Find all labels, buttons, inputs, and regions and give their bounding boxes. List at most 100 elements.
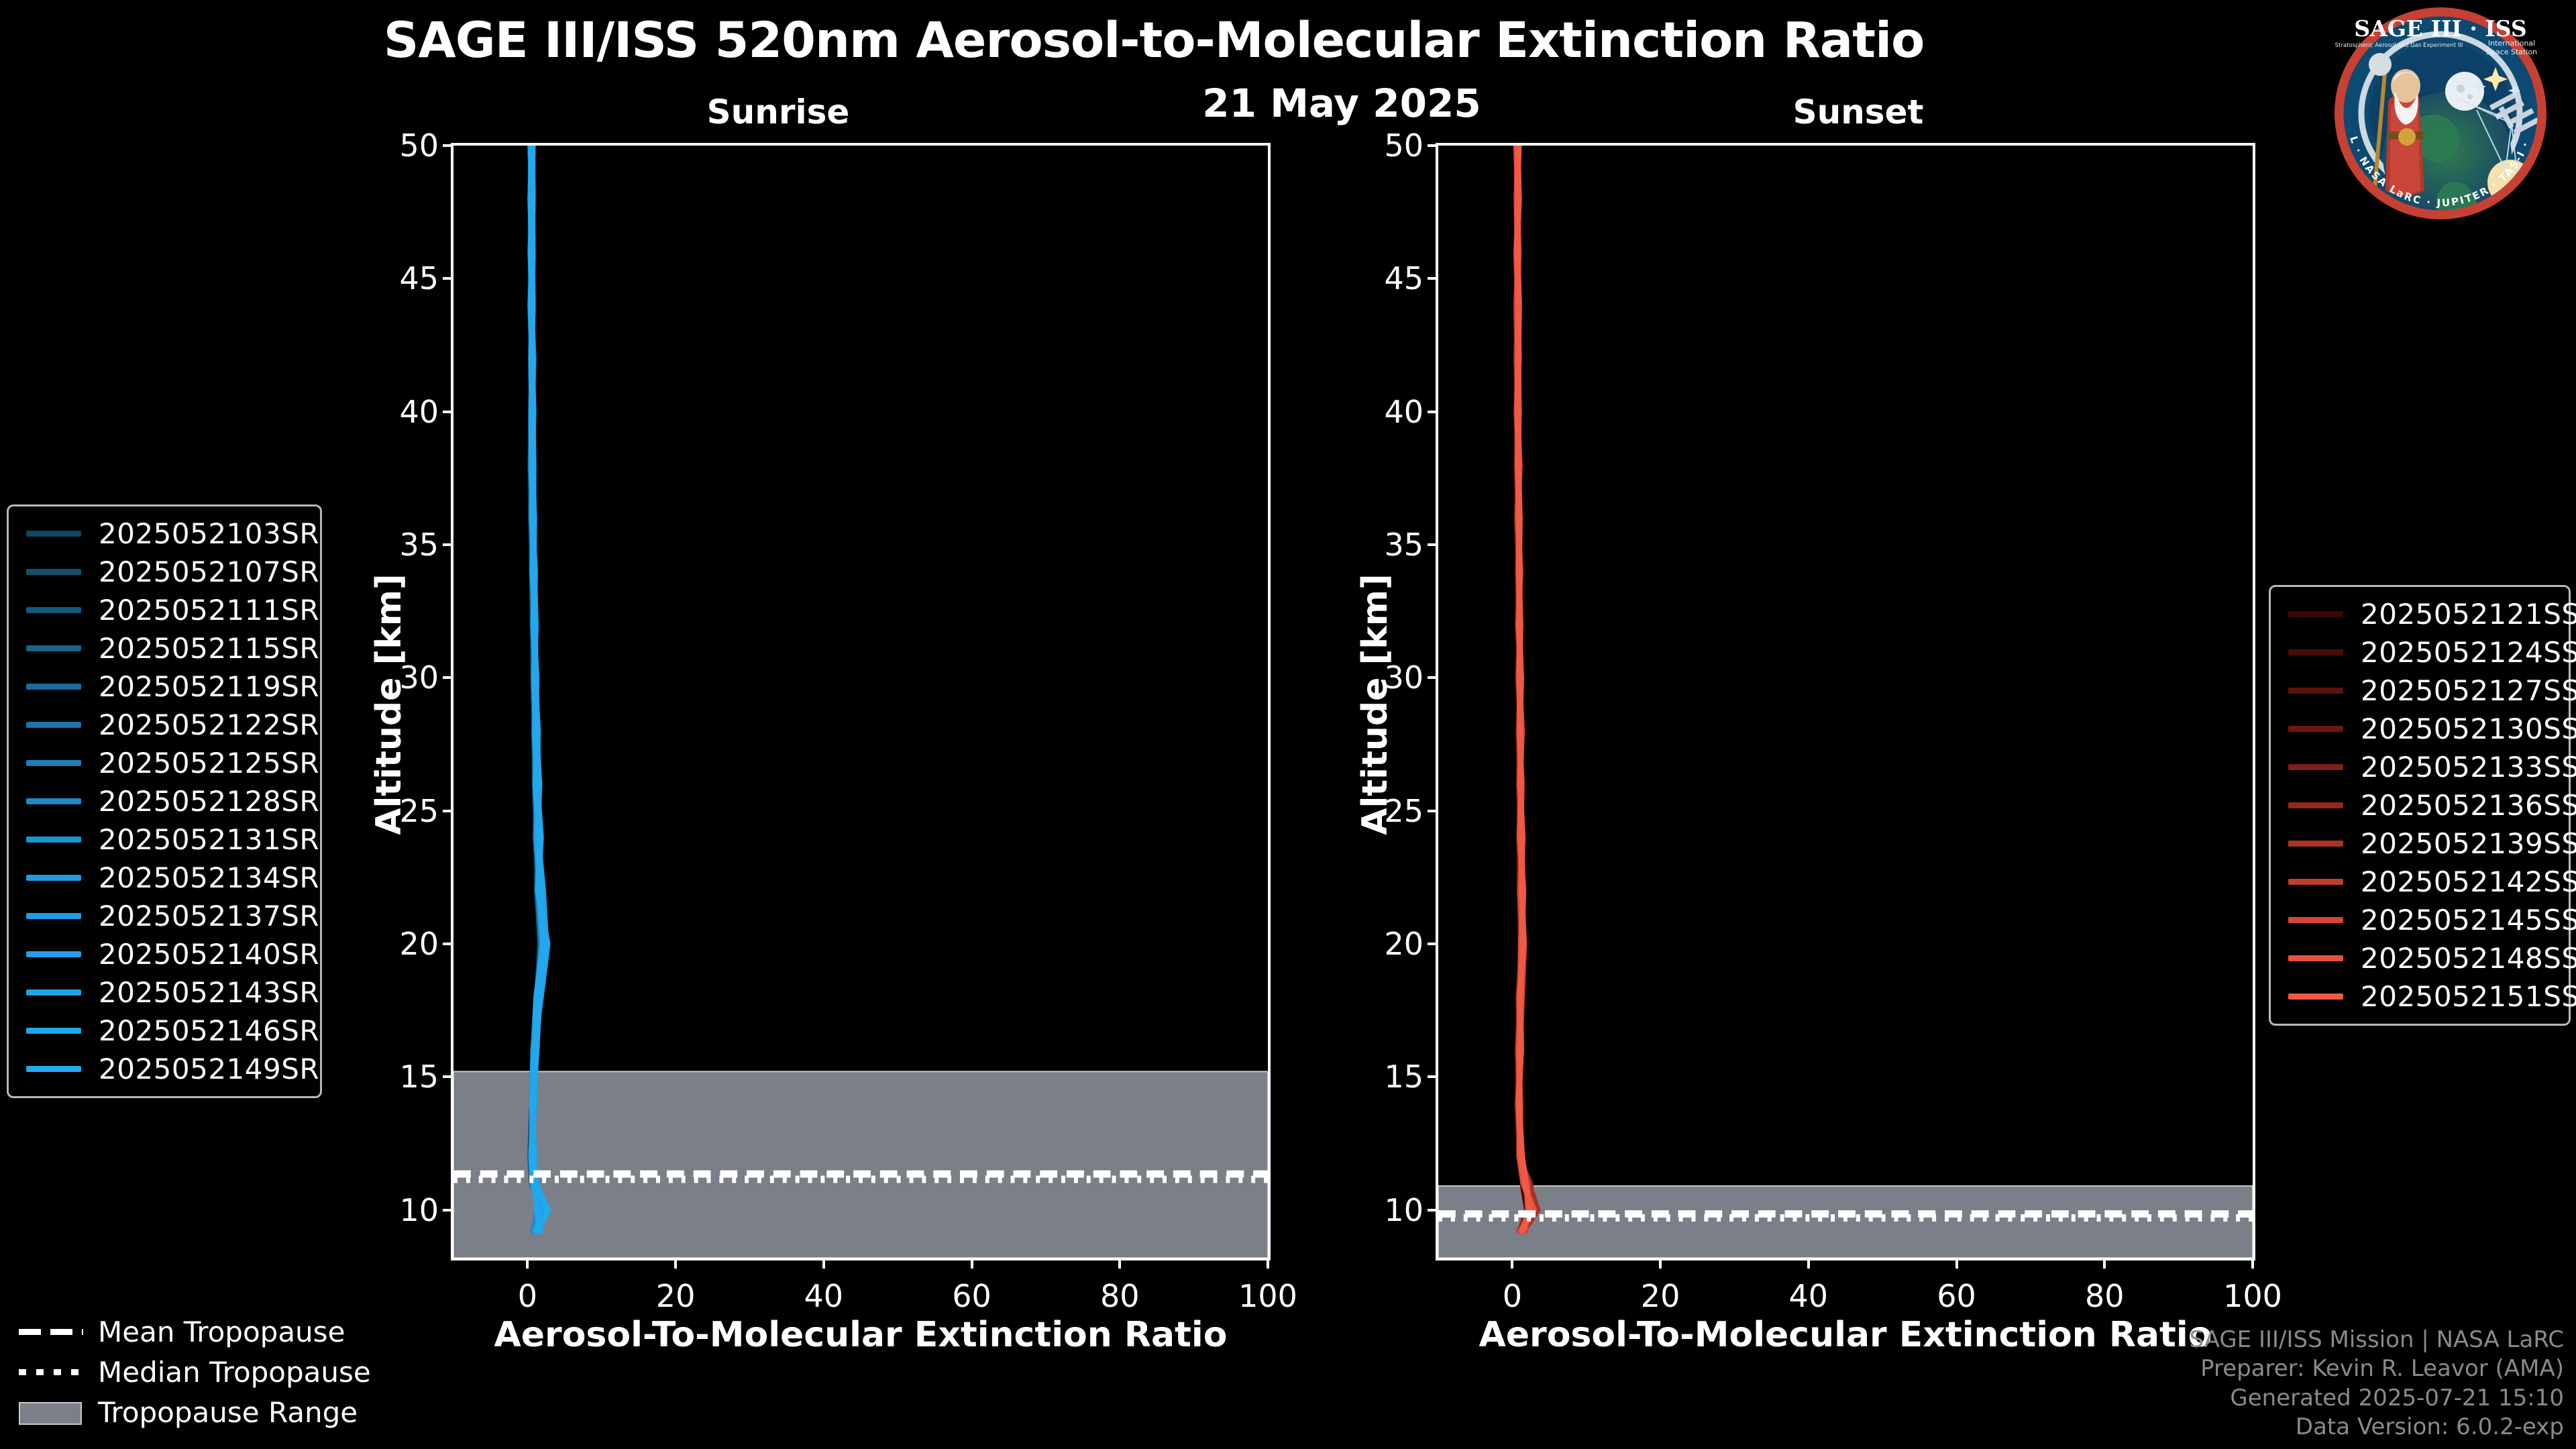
- sunrise-legend-item[interactable]: 2025052140SR: [17, 935, 319, 973]
- legend-item-label: 2025052131SR: [99, 823, 320, 856]
- y-tick-label: 10: [1384, 1191, 1424, 1228]
- x-tick-mark: [970, 1258, 973, 1269]
- sunset-legend-item[interactable]: 2025052139SS: [2279, 824, 2576, 863]
- y-tick-mark: [1428, 809, 1438, 812]
- x-tick-label: 60: [952, 1278, 991, 1314]
- legend-item-label: 2025052125SR: [99, 747, 320, 780]
- legend-color-swatch: [26, 760, 81, 766]
- patch-subtitle-right-1: International: [2488, 39, 2535, 48]
- x-tick-label: 20: [655, 1278, 696, 1314]
- y-tick-mark: [443, 277, 453, 280]
- legend-item-label: 2025052119SR: [99, 670, 320, 703]
- sunset-legend-item[interactable]: 2025052133SS: [2279, 748, 2576, 786]
- legend-color-swatch: [2288, 611, 2343, 617]
- tropopause-legend-item: Tropopause Range: [9, 1392, 385, 1432]
- legend-color-swatch: [2288, 879, 2343, 885]
- legend-item-label: 2025052137SR: [99, 900, 320, 932]
- x-tick-label: 60: [1937, 1278, 1976, 1314]
- legend-item-label: 2025052146SR: [99, 1014, 320, 1047]
- sunrise-legend-item[interactable]: 2025052103SR: [17, 515, 319, 553]
- x-tick-label: 0: [1502, 1278, 1522, 1314]
- y-tick-label: 45: [1384, 260, 1424, 297]
- y-tick-mark: [1428, 1075, 1438, 1079]
- legend-item-label: 2025052139SS: [2361, 827, 2576, 860]
- legend-color-swatch: [26, 951, 81, 957]
- legend-color-swatch: [2288, 994, 2343, 1000]
- x-tick-label: 20: [1640, 1278, 1680, 1314]
- sunrise-legend-item[interactable]: 2025052146SR: [17, 1012, 319, 1050]
- plot-area-sunrise: [453, 146, 1268, 1258]
- legend-item-label: 2025052107SR: [99, 555, 320, 588]
- sunrise-legend-item[interactable]: 2025052137SR: [17, 897, 319, 935]
- x-tick-label: 100: [2223, 1278, 2282, 1314]
- sunrise-legend-item[interactable]: 2025052119SR: [17, 667, 319, 706]
- sunset-legend-item[interactable]: 2025052121SS: [2279, 595, 2576, 633]
- legend-item-label: 2025052122SR: [99, 708, 320, 741]
- y-tick-mark: [443, 809, 453, 812]
- y-tick-label: 15: [399, 1059, 439, 1095]
- legend-item-label: 2025052134SR: [99, 861, 320, 894]
- legend-item-label: 2025052151SS: [2361, 980, 2576, 1013]
- y-tick-mark: [443, 676, 453, 680]
- sunset-legend-item[interactable]: 2025052142SS: [2279, 863, 2576, 901]
- sunset-legend-item[interactable]: 2025052127SS: [2279, 672, 2576, 710]
- legend-tropopause: Mean Tropopause Median Tropopause Tropopau…: [9, 1311, 385, 1432]
- y-tick-mark: [443, 1075, 453, 1079]
- footer-line-version: Data Version: 6.0.2-exp: [2295, 1413, 2564, 1441]
- page-title: SAGE III/ISS 520nm Aerosol-to-Molecular …: [383, 12, 1925, 69]
- sunset-legend-item[interactable]: 2025052151SS: [2279, 977, 2576, 1016]
- y-tick-label: 15: [1384, 1059, 1424, 1095]
- legend-color-swatch: [2288, 649, 2343, 655]
- y-tick-mark: [1428, 410, 1438, 413]
- sunrise-legend-item[interactable]: 2025052143SR: [17, 973, 319, 1012]
- tropopause-legend-item: Median Tropopause: [9, 1352, 385, 1392]
- x-tick-mark: [1659, 1258, 1662, 1269]
- legend-color-swatch: [26, 569, 81, 575]
- legend-item-label: 2025052121SS: [2361, 598, 2576, 631]
- x-tick-mark: [1955, 1258, 1958, 1269]
- sunrise-legend-item[interactable]: 2025052125SR: [17, 744, 319, 782]
- legend-item-label: 2025052103SR: [99, 517, 320, 550]
- legend-color-swatch: [26, 645, 81, 651]
- plot-axes-sunrise: 10 15 20 25 30 35 40 45 50 0 20 40 60 80 100: [399, 127, 1297, 1314]
- panel-title-sunrise: Sunrise: [706, 93, 850, 131]
- legend-item-label: 2025052128SR: [99, 785, 320, 818]
- x-tick-mark: [526, 1258, 529, 1269]
- y-tick-mark: [443, 942, 453, 945]
- legend-color-swatch: [26, 913, 81, 919]
- sunrise-legend-item[interactable]: 2025052131SR: [17, 820, 319, 859]
- y-tick-mark: [443, 144, 453, 147]
- sunrise-legend-item[interactable]: 2025052122SR: [17, 706, 319, 744]
- x-tick-label: 100: [1238, 1278, 1297, 1314]
- legend-color-swatch: [26, 837, 81, 843]
- x-tick-mark: [822, 1258, 825, 1269]
- legend-sunrise[interactable]: 2025052103SR 2025052107SR 2025052111SR 2025…: [7, 504, 322, 1098]
- legend-sunset[interactable]: 2025052121SS 2025052124SS 2025052127SS 2025…: [2269, 585, 2576, 1026]
- sunrise-legend-item[interactable]: 2025052115SR: [17, 629, 319, 667]
- x-tick-mark: [1511, 1258, 1514, 1269]
- y-tick-label: 30: [399, 659, 439, 696]
- sunrise-legend-item[interactable]: 2025052111SR: [17, 591, 319, 629]
- y-tick-label: 20: [399, 925, 439, 962]
- sunset-legend-item[interactable]: 2025052145SS: [2279, 901, 2576, 939]
- sunrise-legend-item[interactable]: 2025052134SR: [17, 859, 319, 897]
- y-tick-label: 20: [1384, 925, 1424, 962]
- tropopause-range-band: [453, 1071, 1268, 1258]
- sunset-legend-item[interactable]: 2025052130SS: [2279, 710, 2576, 748]
- sunset-legend-item[interactable]: 2025052124SS: [2279, 633, 2576, 672]
- series-line: [1514, 146, 1534, 1234]
- sunrise-legend-item[interactable]: 2025052149SR: [17, 1050, 319, 1088]
- legend-color-swatch: [26, 798, 81, 804]
- series-line: [528, 146, 551, 1234]
- sunrise-legend-item[interactable]: 2025052128SR: [17, 782, 319, 820]
- x-tick-label: 40: [804, 1278, 844, 1314]
- sunset-legend-item[interactable]: 2025052148SS: [2279, 939, 2576, 977]
- legend-item-label: 2025052143SR: [99, 976, 320, 1009]
- y-tick-label: 35: [1384, 526, 1424, 563]
- x-tick-label: 0: [517, 1278, 537, 1314]
- sunrise-legend-item[interactable]: 2025052107SR: [17, 553, 319, 591]
- legend-color-swatch: [2288, 726, 2343, 732]
- x-tick-mark: [674, 1258, 678, 1269]
- sunset-legend-item[interactable]: 2025052136SS: [2279, 786, 2576, 824]
- legend-item-label: 2025052111SR: [99, 594, 320, 627]
